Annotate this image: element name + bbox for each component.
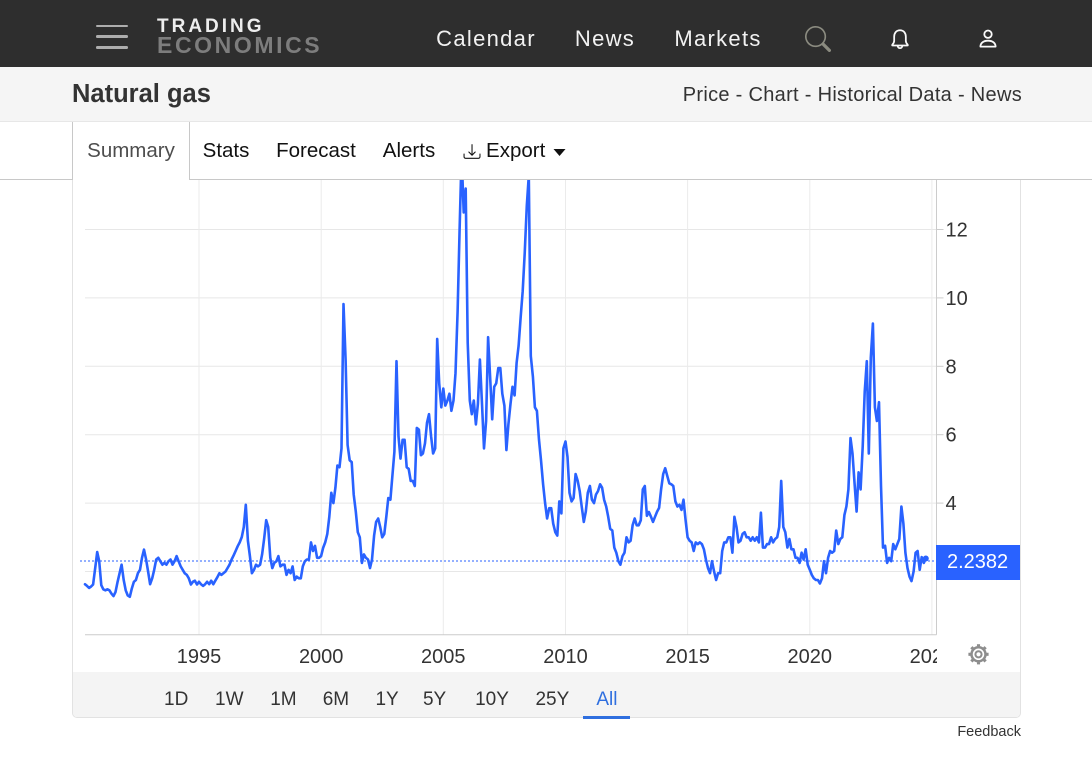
svg-text:2025: 2025 — [910, 646, 955, 668]
svg-text:8: 8 — [946, 356, 957, 378]
svg-text:10: 10 — [946, 288, 968, 310]
svg-text:2020: 2020 — [788, 646, 833, 668]
svg-text:12: 12 — [946, 220, 968, 242]
svg-text:4: 4 — [946, 493, 957, 515]
svg-text:2015: 2015 — [665, 646, 710, 668]
svg-text:2000: 2000 — [299, 646, 344, 668]
svg-text:2010: 2010 — [543, 646, 588, 668]
svg-text:1995: 1995 — [177, 646, 222, 668]
svg-text:6: 6 — [946, 425, 957, 447]
svg-text:2005: 2005 — [421, 646, 466, 668]
